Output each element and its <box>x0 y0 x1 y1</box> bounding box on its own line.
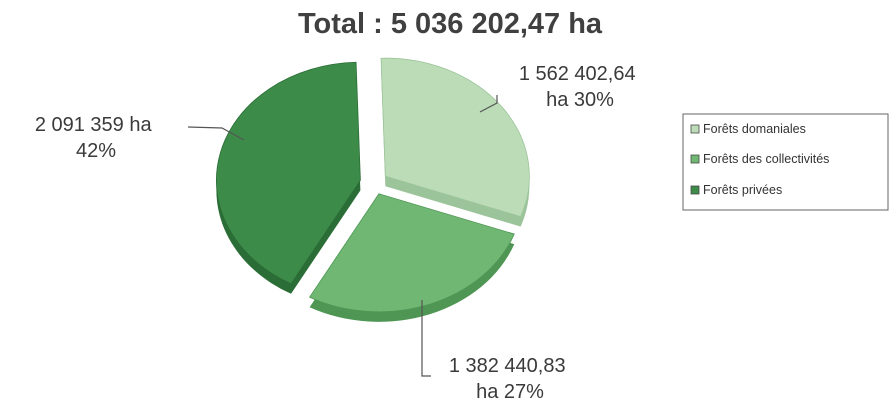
legend-swatch-collectivites <box>690 154 700 164</box>
pie-slice-collectivites <box>308 193 515 313</box>
chart-title: Total : 5 036 202,47 ha <box>298 8 603 40</box>
pie-slices <box>216 57 530 322</box>
legend-swatch-privees <box>690 185 700 195</box>
legend: Forêts domaniales Forêts des collectivit… <box>682 113 889 211</box>
data-label-domaniales: 1 562 402,64 ha 30% <box>519 63 641 111</box>
data-label-collectivites: 1 382 440,83 ha 27% <box>449 355 571 403</box>
legend-box <box>682 113 889 211</box>
legend-label-domaniales: Forêts domaniales <box>703 122 806 136</box>
leader-line-privees <box>187 126 245 141</box>
data-label-privees: 2 091 359 ha 42% <box>35 114 157 162</box>
leader-line-domaniales <box>479 95 498 113</box>
leader-line-collectivites <box>421 300 431 377</box>
legend-label-collectivites: Forêts des collectivités <box>703 152 829 166</box>
pie-slice-domaniales <box>380 57 530 218</box>
legend-swatch-domaniales <box>690 124 700 134</box>
legend-label-privees: Forêts privées <box>703 183 782 197</box>
pie-slice-privees <box>216 61 361 285</box>
